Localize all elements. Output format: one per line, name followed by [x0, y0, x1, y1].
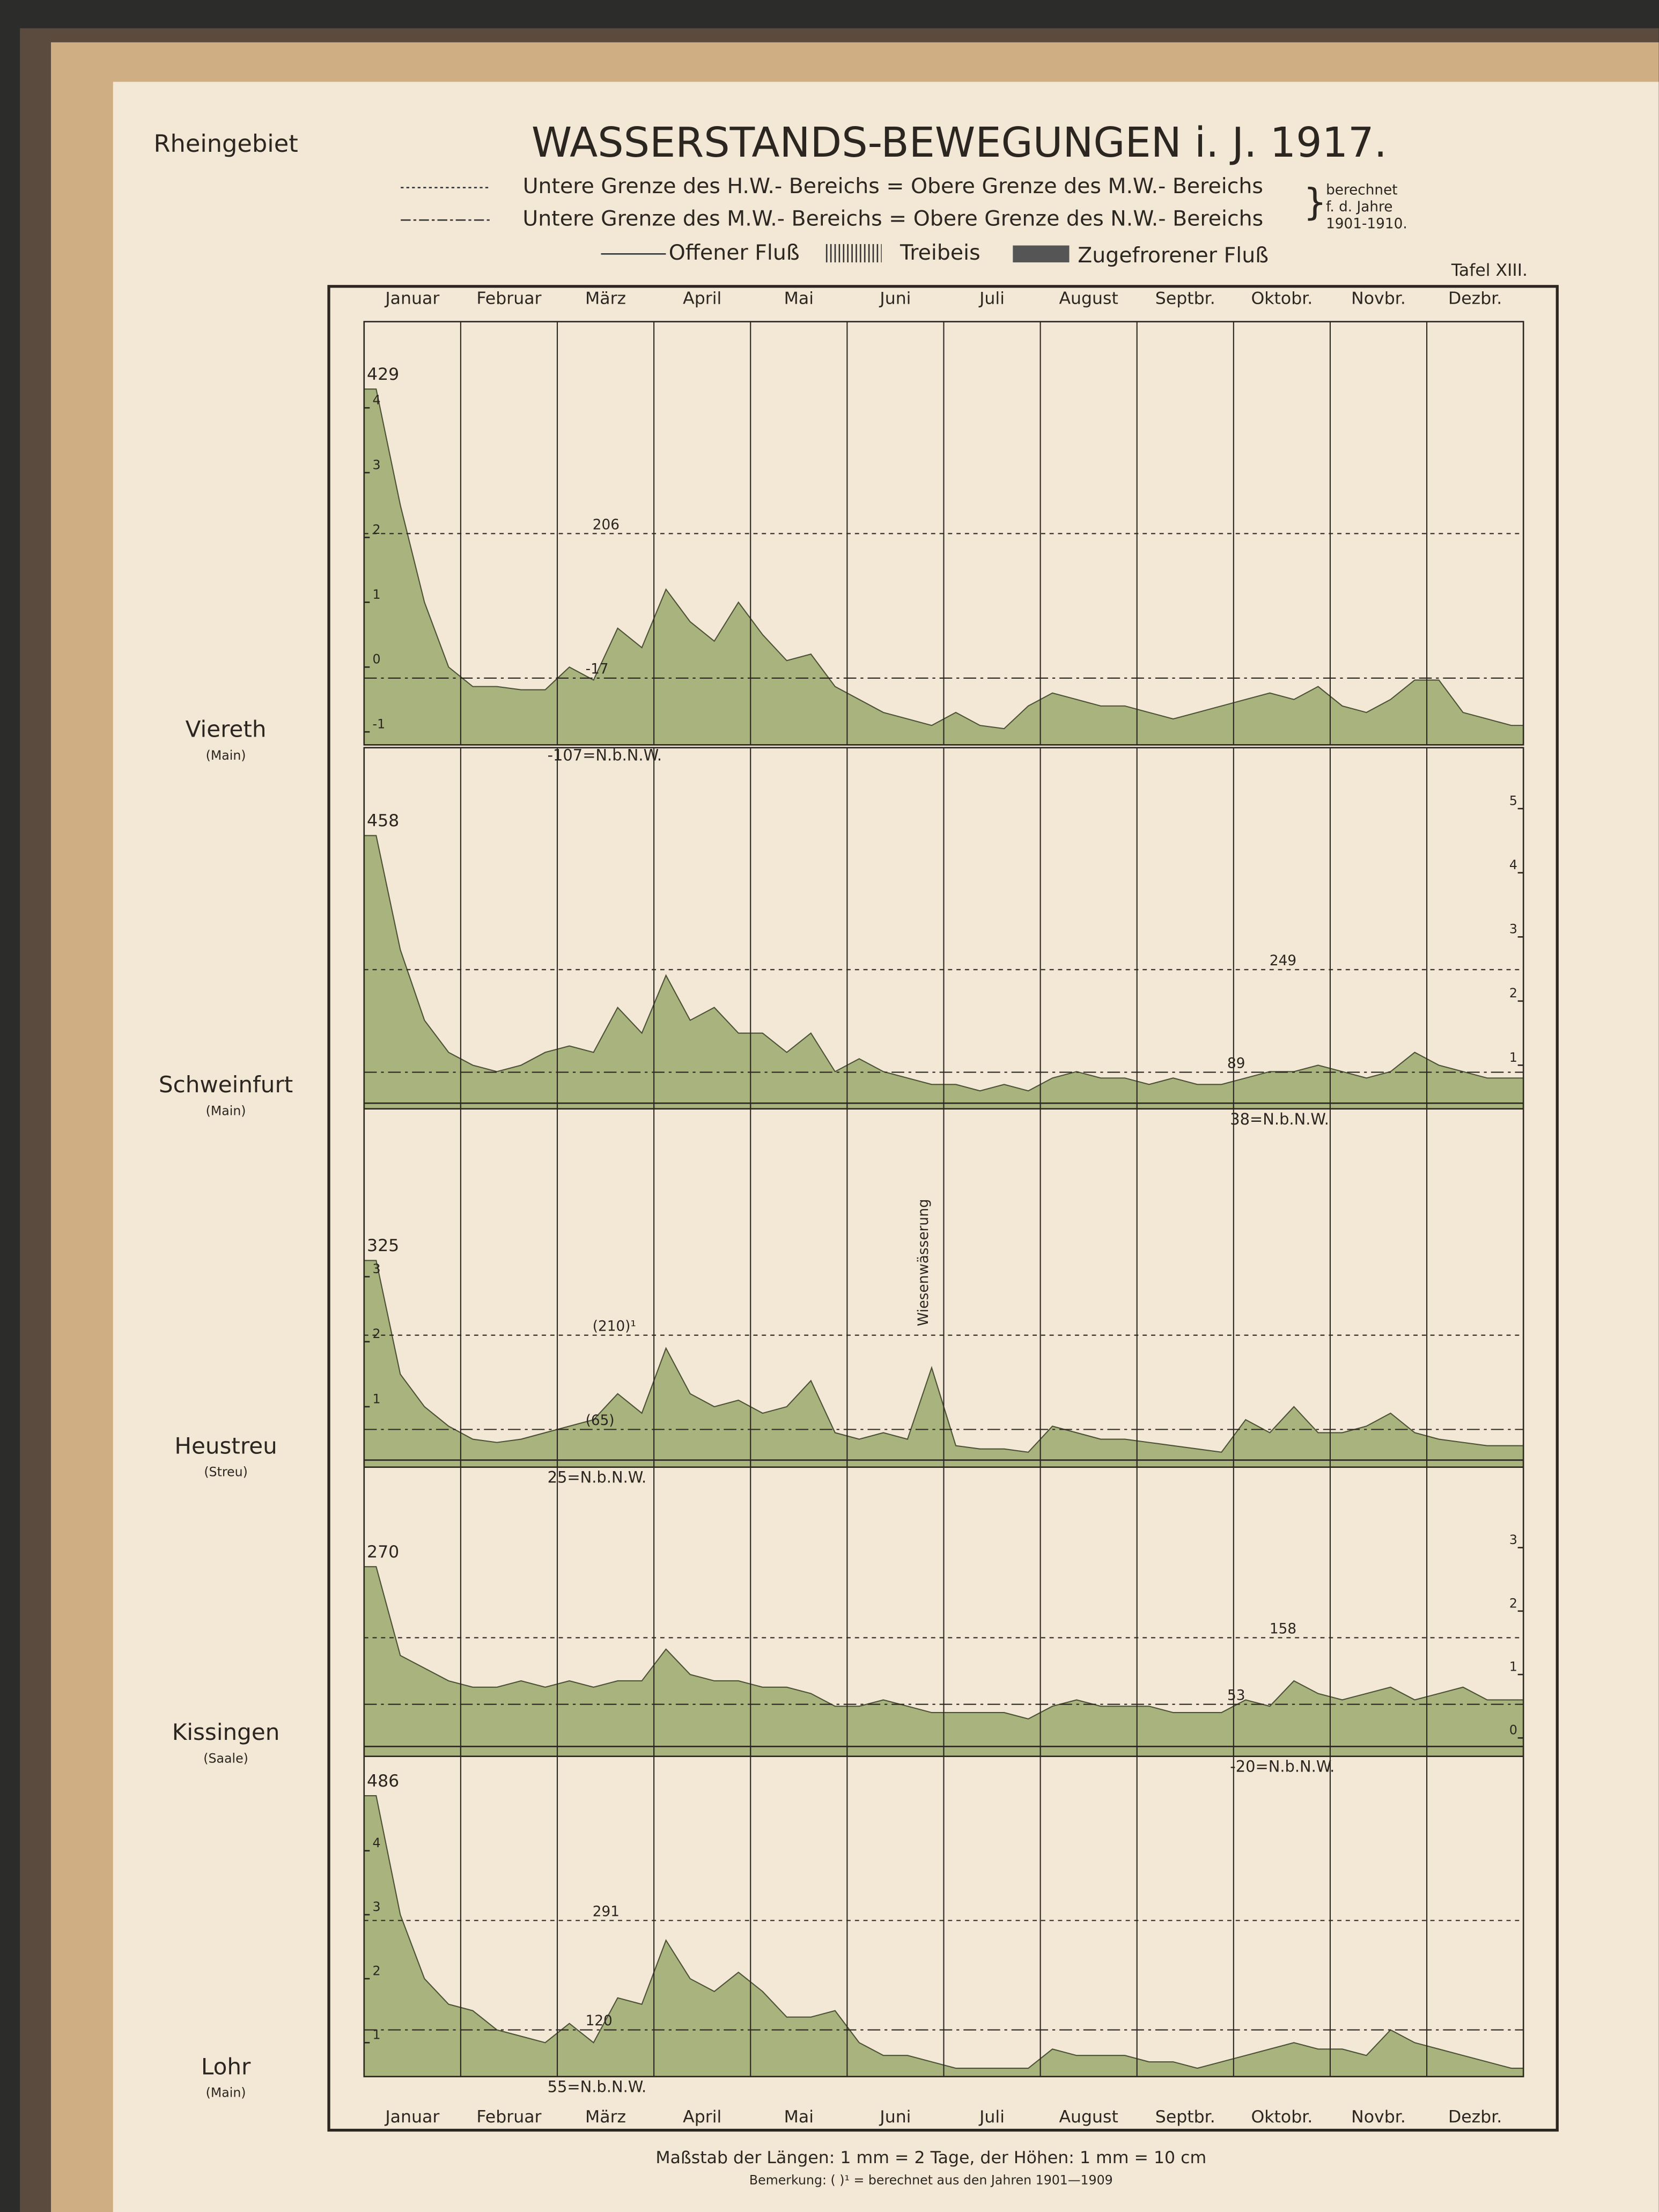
y-tick-label: 4 [373, 393, 381, 408]
month-label: Februar [476, 289, 541, 308]
river-name: (Saale) [203, 1751, 248, 1766]
scale-note: Maßstab der Längen: 1 mm = 2 Tage, der H… [655, 2148, 1206, 2167]
month-label: Juli [978, 289, 1005, 308]
month-label: Septbr. [1155, 2107, 1215, 2127]
y-tick-label: 3 [373, 1261, 381, 1276]
nbnw-label: -107=N.b.N.W. [548, 746, 662, 764]
region: Rheingebiet [153, 130, 298, 158]
period-note: berechnet [1326, 182, 1398, 198]
nbnw-label: 38=N.b.N.W. [1230, 1110, 1329, 1128]
mw-label: 291 [593, 1904, 620, 1920]
y-tick-label: 1 [373, 1391, 381, 1406]
y-tick-label: 1 [1509, 1050, 1517, 1065]
month-label: Januar [384, 289, 439, 308]
nw-label: 120 [586, 2013, 613, 2029]
river-name: (Main) [206, 2085, 246, 2100]
nw-label: (65) [586, 1413, 615, 1429]
peak-label: 270 [367, 1542, 399, 1562]
y-tick-label: 4 [1509, 857, 1517, 872]
nbnw-label: 25=N.b.N.W. [548, 1468, 647, 1487]
drift-ice-swatch [825, 244, 882, 263]
period-note: f. d. Jahre [1326, 199, 1392, 215]
y-tick-label: 4 [373, 1835, 381, 1850]
station-name: Kissingen [172, 1719, 280, 1745]
station-name: Schweinfurt [159, 1071, 293, 1098]
mw-legend: Untere Grenze des H.W.- Bereichs = Obere… [523, 174, 1263, 199]
y-tick-label: 2 [373, 522, 381, 537]
y-tick-label: -1 [373, 717, 386, 732]
peak-label: 486 [367, 1772, 399, 1791]
station-name: Heustreu [174, 1432, 277, 1459]
y-tick-label: 2 [373, 1326, 381, 1341]
plate-number: Tafel XIII. [1451, 261, 1528, 280]
month-label: Januar [384, 2107, 439, 2127]
month-label: Dezbr. [1448, 289, 1502, 308]
frozen-swatch [1013, 245, 1070, 263]
y-tick-label: 2 [1509, 986, 1517, 1001]
month-label: Juni [879, 289, 911, 308]
river-name: (Main) [206, 748, 246, 763]
y-tick-label: 1 [373, 587, 381, 602]
month-label: Novbr. [1351, 289, 1406, 308]
month-label: April [683, 289, 721, 308]
nw-legend: Untere Grenze des M.W.- Bereichs = Obere… [522, 207, 1263, 231]
peak-label: 458 [367, 811, 399, 831]
month-label: März [585, 2107, 626, 2127]
y-tick-label: 3 [373, 1899, 381, 1914]
month-label: März [585, 289, 626, 308]
station-name: Viereth [186, 716, 267, 743]
peak-label: 429 [367, 365, 399, 384]
station-name: Lohr [201, 2053, 251, 2079]
month-label: Oktobr. [1251, 2107, 1313, 2127]
y-tick-label: 1 [1509, 1659, 1517, 1674]
month-label: Septbr. [1155, 289, 1215, 308]
river-name: (Streu) [204, 1465, 248, 1480]
nw-label: 89 [1227, 1055, 1245, 1071]
month-label: Juli [978, 2107, 1005, 2127]
outer-frame [327, 285, 1559, 2132]
y-tick-label: 1 [373, 2027, 381, 2042]
y-tick-label: 5 [1509, 793, 1517, 809]
nw-label: 53 [1227, 1687, 1245, 1703]
title: WASSERSTANDS-BEWEGUNGEN i. J. 1917. [532, 119, 1387, 166]
month-label: April [683, 2107, 721, 2127]
nbnw-label: -20=N.b.N.W. [1230, 1758, 1334, 1776]
y-tick-label: 0 [373, 652, 381, 667]
month-label: August [1059, 2107, 1118, 2127]
mw-label: 206 [593, 517, 620, 533]
mw-label: 249 [1270, 953, 1296, 969]
brace: } [1303, 181, 1327, 224]
flow-legend: Zugefrorener Fluß [1078, 243, 1269, 268]
mw-label: (210)¹ [593, 1318, 636, 1334]
peak-label: 325 [367, 1236, 399, 1255]
river-name: (Main) [206, 1104, 246, 1119]
remark: Bemerkung: ( )¹ = berechnet aus den Jahr… [749, 2173, 1113, 2188]
y-tick-label: 3 [373, 457, 381, 472]
flow-legend: Offener Fluß [669, 240, 800, 265]
month-label: Mai [784, 2107, 814, 2127]
y-tick-label: 3 [1509, 922, 1517, 937]
y-tick-label: 2 [373, 1963, 381, 1978]
y-tick-label: 2 [1509, 1596, 1517, 1611]
nw-label: -17 [586, 662, 609, 678]
month-label: Mai [784, 289, 814, 308]
mw-label: 158 [1270, 1621, 1296, 1637]
period-note: 1901-1910. [1326, 216, 1407, 232]
month-label: Juni [879, 2107, 911, 2127]
nbnw-label: 55=N.b.N.W. [548, 2078, 647, 2096]
month-label: Oktobr. [1251, 289, 1313, 308]
flow-legend: Treibeis [899, 240, 980, 265]
month-label: Dezbr. [1448, 2107, 1502, 2127]
y-tick-label: 0 [1509, 1723, 1517, 1738]
month-label: Novbr. [1351, 2107, 1406, 2127]
annotation: Wiesenwässerung [916, 1199, 932, 1326]
month-label: August [1059, 289, 1118, 308]
y-tick-label: 3 [1509, 1532, 1517, 1547]
month-label: Februar [476, 2107, 541, 2127]
